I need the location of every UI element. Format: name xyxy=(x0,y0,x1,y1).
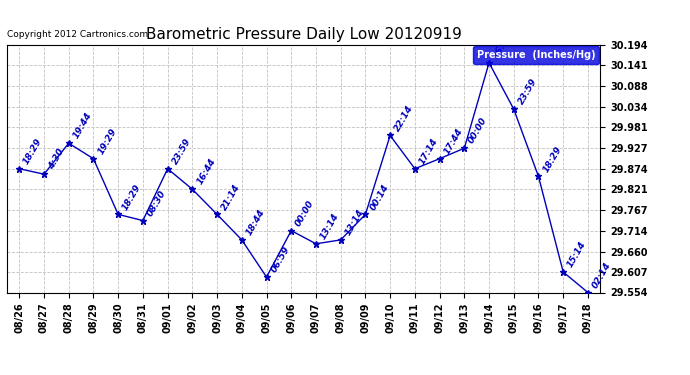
Text: 23:59: 23:59 xyxy=(517,77,539,106)
Text: 06:59: 06:59 xyxy=(269,245,291,274)
Text: 00:00: 00:00 xyxy=(294,198,316,228)
Legend: Pressure  (Inches/Hg): Pressure (Inches/Hg) xyxy=(473,46,600,64)
Text: 13:14: 13:14 xyxy=(344,208,366,237)
Text: 15:14: 15:14 xyxy=(566,240,588,269)
Text: 16:: 16: xyxy=(492,42,508,60)
Title: Barometric Pressure Daily Low 20120919: Barometric Pressure Daily Low 20120919 xyxy=(146,27,462,42)
Text: 21:14: 21:14 xyxy=(220,182,242,212)
Text: 08:30: 08:30 xyxy=(146,189,168,218)
Text: 23:59: 23:59 xyxy=(170,136,193,166)
Text: 17:14: 17:14 xyxy=(417,136,440,166)
Text: 22:14: 22:14 xyxy=(393,104,415,133)
Text: 00:14: 00:14 xyxy=(368,182,391,212)
Text: 17:44: 17:44 xyxy=(442,127,464,156)
Text: 19:29: 19:29 xyxy=(96,127,118,156)
Text: 00:00: 00:00 xyxy=(467,116,489,146)
Text: 18:29: 18:29 xyxy=(22,136,44,166)
Text: Copyright 2012 Cartronics.com: Copyright 2012 Cartronics.com xyxy=(7,30,148,39)
Text: 16:44: 16:44 xyxy=(195,157,217,186)
Text: 18:29: 18:29 xyxy=(541,144,563,174)
Text: 18:44: 18:44 xyxy=(244,208,266,237)
Text: 02:14: 02:14 xyxy=(591,260,613,290)
Text: 4:30: 4:30 xyxy=(47,147,66,171)
Text: 19:44: 19:44 xyxy=(72,111,94,141)
Text: 18:29: 18:29 xyxy=(121,182,143,212)
Text: 13:14: 13:14 xyxy=(319,212,341,241)
